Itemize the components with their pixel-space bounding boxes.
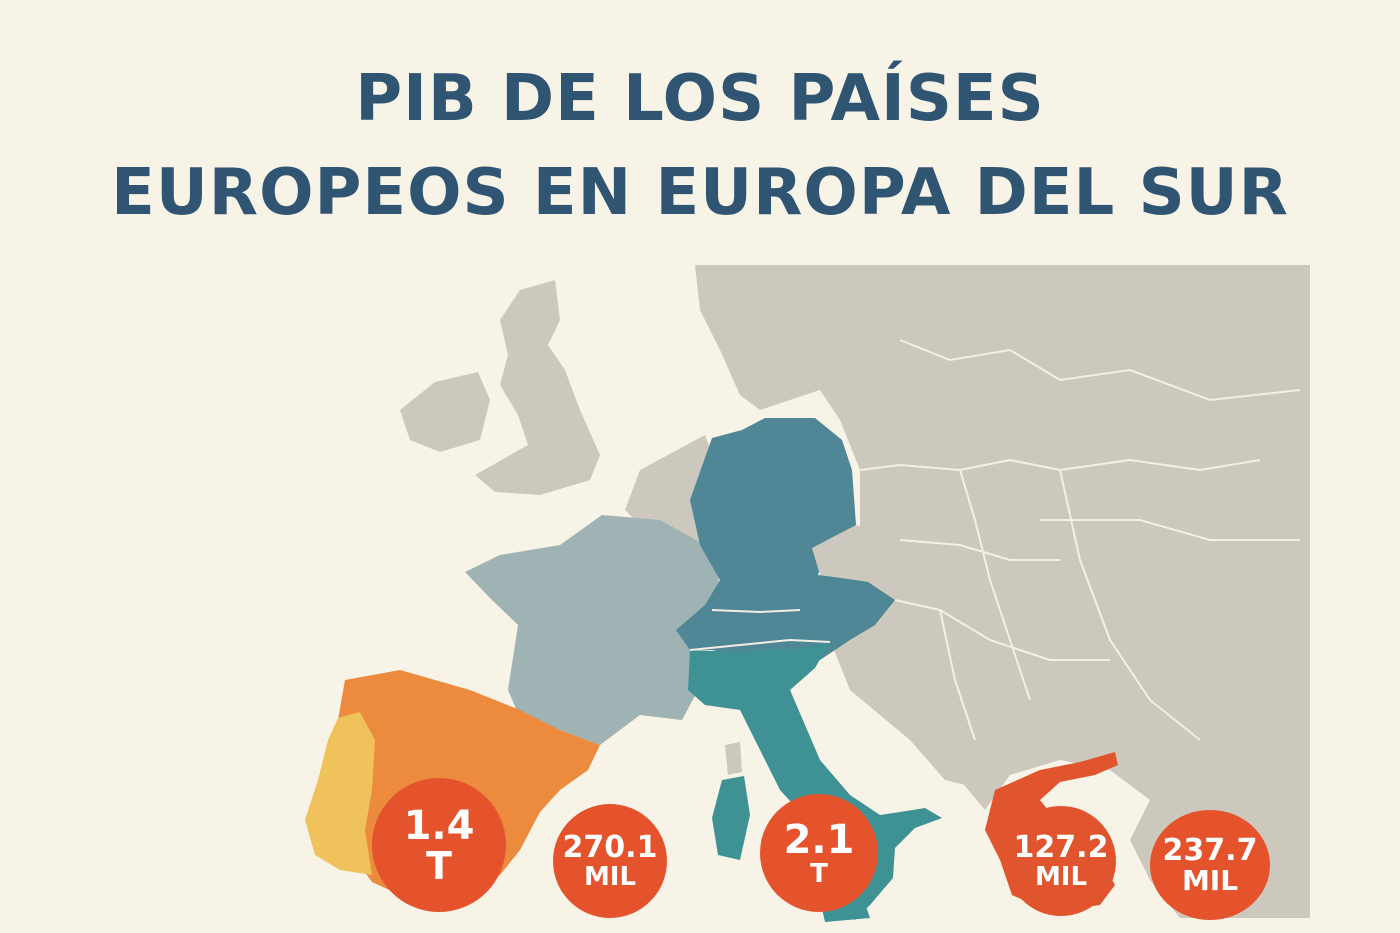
bubble-greece-unit: MIL <box>1034 861 1088 892</box>
bubble-spain: 1.4 T <box>372 778 506 912</box>
country-czechia <box>812 525 915 585</box>
bubble-other-unit: MIL <box>1181 863 1239 897</box>
land-balkans <box>830 600 985 790</box>
bubble-italy-unit: T <box>810 859 828 889</box>
bubble-italy-value: 2.1 <box>783 817 855 863</box>
bubble-spain-value: 1.4 <box>403 803 475 849</box>
bubble-other-value: 237.7 <box>1162 833 1258 869</box>
bubble-italy: 2.1 T <box>760 794 878 912</box>
map-title: PIB DE LOS PAÍSES EUROPEOS EN EUROPA DEL… <box>0 52 1400 240</box>
bubble-greece-value: 127.2 <box>1013 830 1109 866</box>
bubble-portugal: 270.1 MIL <box>553 804 667 918</box>
country-italy <box>688 642 942 920</box>
bubble-other: 237.7 MIL <box>1150 810 1270 920</box>
country-germany <box>676 418 895 660</box>
land-scandinavia <box>700 265 790 325</box>
country-portugal <box>305 712 375 875</box>
bubble-portugal-unit: MIL <box>583 861 637 892</box>
bubble-greece: 127.2 MIL <box>1006 806 1116 916</box>
land-east <box>695 265 1310 820</box>
land-denmark <box>735 330 775 395</box>
land-great-britain <box>475 280 600 495</box>
title-line-2: EUROPEOS EN EUROPA DEL SUR <box>111 156 1289 230</box>
title-line-1: PIB DE LOS PAÍSES <box>355 62 1045 136</box>
country-france <box>465 515 720 745</box>
island-sardinia <box>712 776 750 860</box>
bubble-portugal-value: 270.1 <box>562 830 658 866</box>
land-ireland <box>400 372 490 452</box>
island-corsica <box>725 742 742 775</box>
bubble-spain-unit: T <box>426 844 452 888</box>
country-borders <box>689 339 1301 741</box>
